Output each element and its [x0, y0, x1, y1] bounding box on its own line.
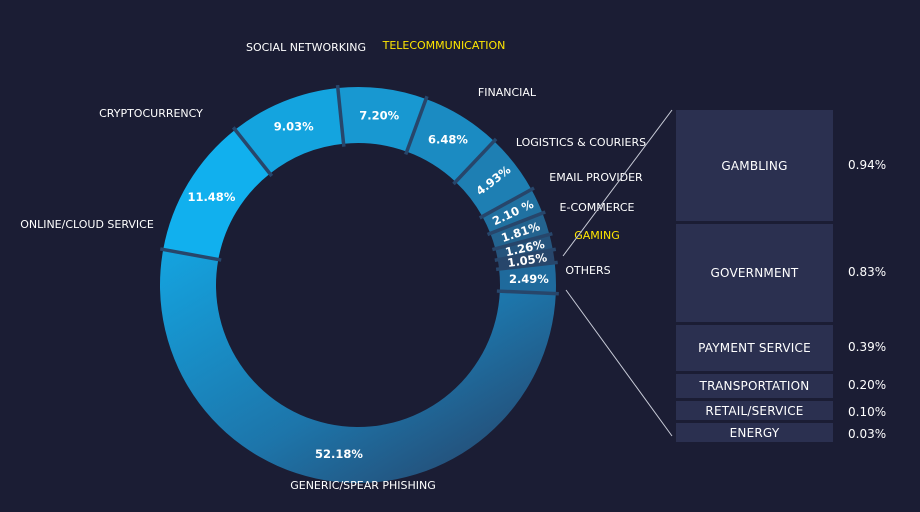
slice-email-provider	[490, 213, 550, 249]
slice-separator	[404, 95, 429, 156]
slice-separator	[452, 137, 498, 186]
slice-others	[499, 262, 556, 294]
category-label-financial: FINANCIAL	[478, 86, 537, 99]
breakdown-value-label: 0.39%	[848, 340, 887, 355]
breakdown-bar-payment-service: PAYMENT SERVICE	[676, 325, 833, 372]
slice-separator	[231, 126, 274, 178]
slice-separator	[491, 232, 553, 252]
slice-separator	[335, 84, 346, 147]
category-label-cryptocurrency: CRYPTOCURRENCY	[99, 107, 203, 120]
slice-telecommunication	[406, 99, 495, 182]
breakdown-bar-gambling: GAMBLING	[676, 110, 833, 222]
breakdown-value-label: 0.10%	[848, 404, 887, 419]
breakdown-value-label: 0.94%	[848, 157, 887, 172]
breakdown-bar-transportation: TRANSPORTATION	[676, 374, 833, 398]
slice-financial	[455, 141, 532, 217]
category-label-social-networking: SOCIAL NETWORKING	[246, 41, 366, 54]
slice-separator	[486, 210, 546, 237]
breakdown-value-label: 0.20%	[848, 378, 887, 393]
category-label-others: OTHERS	[565, 264, 610, 277]
breakdown-bar-energy: ENERGY	[676, 423, 833, 442]
slice-logistics-couriers	[482, 189, 543, 234]
breakdown-connector-line	[562, 109, 673, 257]
slice-generic-spear-phishing	[159, 249, 556, 484]
slice-value-label: 52.18%	[315, 447, 363, 461]
slice-value-label: 1.05%	[506, 250, 548, 270]
category-label-logistics-couriers: LOGISTICS & COURIERS	[516, 136, 646, 149]
slice-value-label: 11.48%	[187, 190, 235, 204]
slice-separator	[478, 186, 535, 220]
slice-value-label: 9.03%	[274, 120, 314, 134]
slice-value-label: 2.49%	[509, 272, 549, 286]
category-label-gaming: GAMING	[574, 229, 620, 242]
slice-value-label: 7.20%	[359, 108, 399, 122]
breakdown-value-label: 0.83%	[848, 265, 887, 280]
breakdown-connector-line	[565, 289, 673, 437]
breakdown-bar-government: GOVERNMENT	[676, 224, 833, 323]
category-label-telecommunication: TELECOMMUNICATION	[382, 39, 506, 52]
breakdown-value-label: 0.03%	[848, 426, 887, 441]
slice-separator	[496, 289, 559, 296]
slice-online-cloud-service	[163, 129, 270, 260]
slice-social-networking	[337, 87, 426, 152]
slice-cryptocurrency	[235, 88, 344, 174]
category-label-e-commerce: E-COMMERCE	[560, 201, 635, 214]
category-label-online-cloud-service: ONLINE/CLOUD SERVICE	[20, 218, 154, 231]
slice-separator	[159, 247, 222, 262]
slice-separator	[494, 247, 557, 263]
slice-separator	[495, 260, 558, 272]
slice-e-commerce	[495, 234, 553, 260]
category-label-generic-spear-phishing: GENERIC/SPEAR PHISHING	[290, 479, 436, 492]
breakdown-bar-retail-service: RETAIL/SERVICE	[676, 401, 833, 420]
slice-value-label: 6.48%	[428, 133, 468, 147]
category-label-email-provider: EMAIL PROVIDER	[549, 171, 643, 184]
